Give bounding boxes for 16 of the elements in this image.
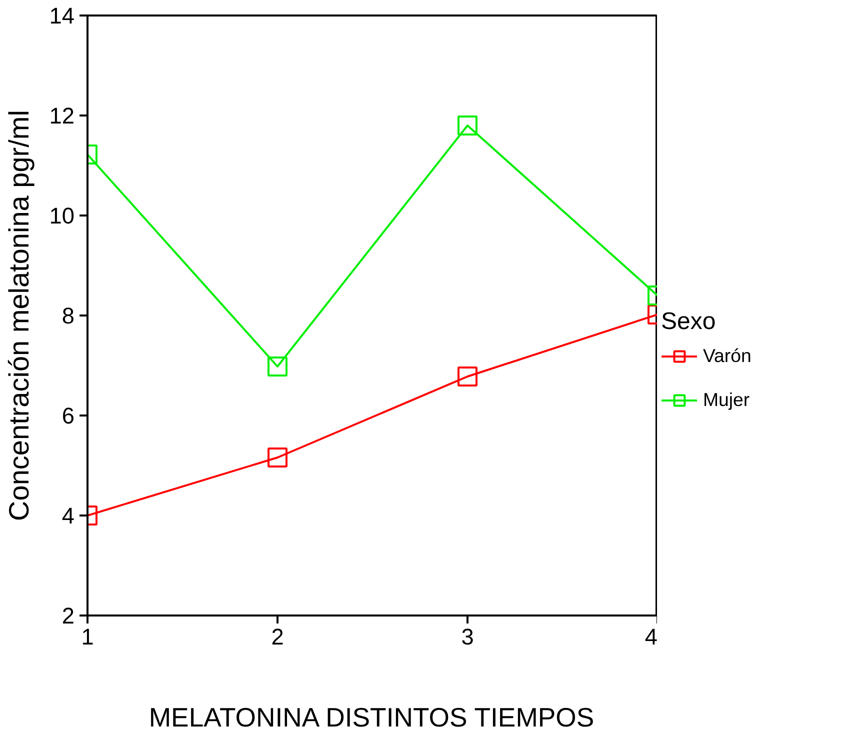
y-tick-label: 12 xyxy=(49,102,74,128)
x-axis-title: MELATONINA DISTINTOS TIEMPOS xyxy=(148,702,594,732)
x-tick-label: 2 xyxy=(271,624,284,650)
legend-label: Mujer xyxy=(703,388,750,412)
y-tick-label: 10 xyxy=(49,202,74,228)
y-tick-label: 6 xyxy=(62,402,75,428)
legend-label: Varón xyxy=(703,344,752,368)
y-axis-title: Concentración melatonina pgr/ml xyxy=(3,110,34,521)
x-tick-label: 1 xyxy=(81,624,94,650)
legend-title: Sexo xyxy=(661,308,717,336)
x-tick-label: 3 xyxy=(461,624,474,650)
y-tick-label: 2 xyxy=(62,602,75,628)
y-tick-label: 4 xyxy=(62,502,75,528)
x-tick-label: 4 xyxy=(644,624,658,650)
y-tick-label: 8 xyxy=(62,302,75,328)
y-tick-label: 14 xyxy=(49,2,74,28)
